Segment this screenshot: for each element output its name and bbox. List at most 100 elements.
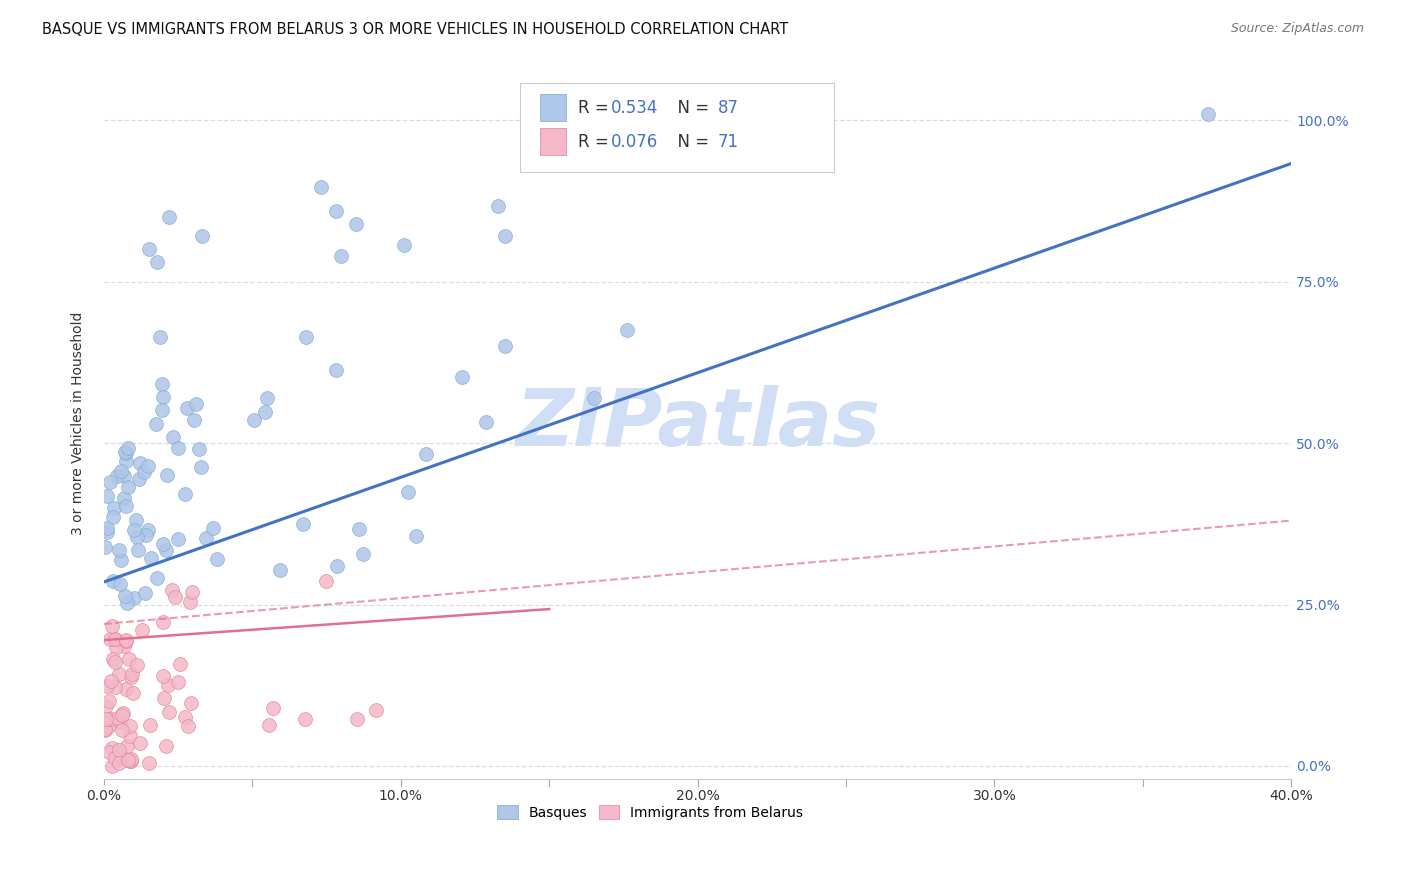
Point xyxy=(120,670,142,684)
Point xyxy=(96,679,118,693)
Point xyxy=(257,718,280,732)
Point xyxy=(104,632,127,646)
Point xyxy=(269,563,291,577)
Point xyxy=(111,750,134,764)
Point xyxy=(93,723,115,737)
Point xyxy=(167,532,190,546)
Text: 87: 87 xyxy=(718,99,738,117)
Point xyxy=(155,468,177,483)
Point xyxy=(108,714,131,729)
Point xyxy=(169,657,191,671)
Point xyxy=(136,459,159,474)
Point xyxy=(295,330,318,344)
Text: N =: N = xyxy=(666,133,714,151)
Point xyxy=(152,615,174,630)
Point xyxy=(364,703,387,717)
Point xyxy=(347,522,370,536)
Point xyxy=(120,754,142,768)
Point xyxy=(112,491,135,506)
Point xyxy=(201,521,224,535)
Point xyxy=(108,667,131,681)
Point xyxy=(115,500,138,514)
Point xyxy=(101,510,124,524)
Point xyxy=(117,752,139,766)
Point xyxy=(103,652,125,666)
Text: R =: R = xyxy=(578,99,614,117)
Point xyxy=(344,217,367,231)
FancyBboxPatch shape xyxy=(540,128,565,155)
Point xyxy=(98,632,121,646)
Point xyxy=(190,460,212,475)
Point xyxy=(134,586,156,600)
Point xyxy=(118,730,141,744)
Point xyxy=(97,694,120,708)
Point xyxy=(155,543,177,558)
Point xyxy=(94,699,117,714)
Point xyxy=(292,517,315,532)
Point xyxy=(122,523,145,537)
Point xyxy=(616,323,638,337)
Text: 0.534: 0.534 xyxy=(612,99,658,117)
Point xyxy=(162,429,184,443)
Point xyxy=(117,441,139,455)
Point xyxy=(121,667,143,681)
Point xyxy=(155,739,177,753)
Point xyxy=(152,668,174,682)
Y-axis label: 3 or more Vehicles in Household: 3 or more Vehicles in Household xyxy=(72,312,86,535)
FancyBboxPatch shape xyxy=(540,94,565,121)
Point xyxy=(262,700,284,714)
Point xyxy=(149,330,172,344)
Point xyxy=(582,391,605,405)
Point xyxy=(146,571,169,585)
Point xyxy=(101,740,124,755)
Point xyxy=(150,376,173,391)
Point xyxy=(108,543,131,558)
Point xyxy=(177,719,200,733)
Point xyxy=(122,591,145,605)
Point xyxy=(97,720,120,734)
Point xyxy=(330,249,353,263)
Point xyxy=(141,550,163,565)
Point xyxy=(103,751,125,765)
Point xyxy=(187,442,209,456)
Point xyxy=(152,690,174,705)
Point xyxy=(156,678,179,692)
Point xyxy=(100,673,122,688)
Point xyxy=(110,553,132,567)
Point xyxy=(294,712,316,726)
Point xyxy=(405,529,427,543)
Point xyxy=(112,706,135,721)
Text: 71: 71 xyxy=(718,133,740,151)
Point xyxy=(173,487,195,501)
Point xyxy=(117,480,139,494)
Point xyxy=(254,405,277,419)
Point xyxy=(179,595,201,609)
Point xyxy=(114,445,136,459)
Point xyxy=(311,180,333,194)
Point xyxy=(325,203,347,218)
Point xyxy=(174,709,197,723)
Point xyxy=(475,415,498,429)
Point xyxy=(494,339,516,353)
Point xyxy=(101,758,124,772)
Point xyxy=(110,577,132,591)
Point xyxy=(112,639,135,653)
Text: BASQUE VS IMMIGRANTS FROM BELARUS 3 OR MORE VEHICLES IN HOUSEHOLD CORRELATION CH: BASQUE VS IMMIGRANTS FROM BELARUS 3 OR M… xyxy=(42,22,789,37)
Point xyxy=(96,489,118,503)
Point xyxy=(135,528,157,542)
Point xyxy=(111,723,134,738)
Point xyxy=(115,634,138,648)
Point xyxy=(152,537,174,551)
Point xyxy=(183,413,205,427)
Point xyxy=(118,719,141,733)
Point xyxy=(117,596,139,610)
Point xyxy=(165,590,187,604)
Point xyxy=(207,552,229,566)
Point xyxy=(112,469,135,483)
Text: R =: R = xyxy=(578,133,614,151)
Point xyxy=(191,229,214,244)
Point xyxy=(176,401,198,415)
Point xyxy=(157,705,180,719)
Point xyxy=(115,739,138,754)
Point xyxy=(129,736,152,750)
